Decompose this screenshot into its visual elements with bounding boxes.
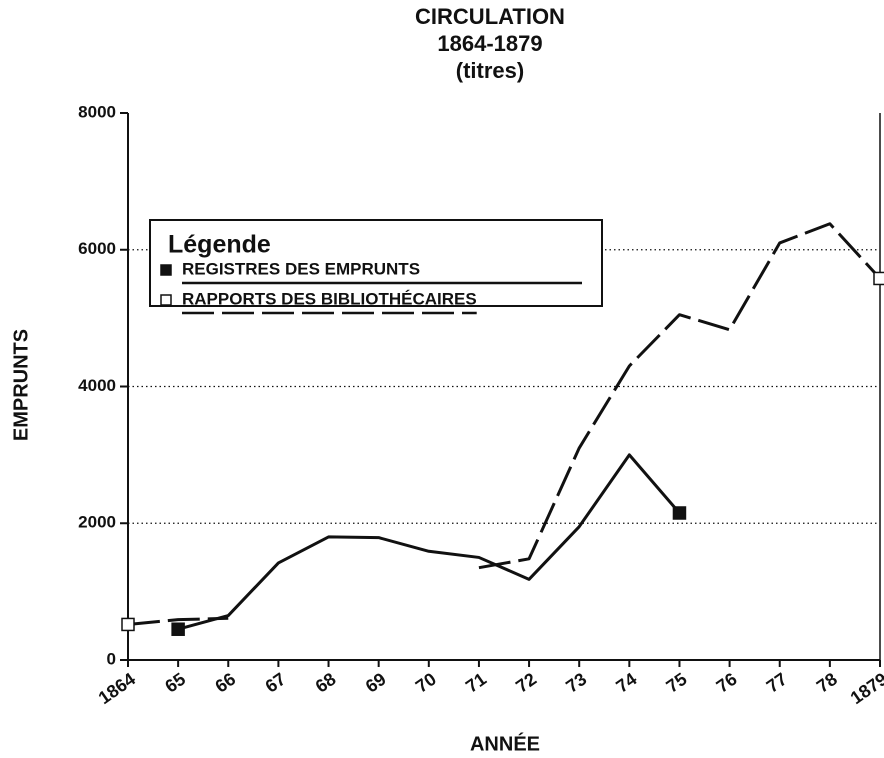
legend-marker [160,264,172,276]
legend-label: REGISTRES DES EMPRUNTS [182,259,420,278]
x-axis-label: ANNÉE [470,732,540,755]
x-tick-label: 78 [813,669,841,697]
chart-title: (titres) [456,58,524,83]
x-tick-label: 70 [412,669,440,697]
x-tick-label: 73 [562,669,590,697]
point-marker [121,617,135,632]
x-tick-label: 68 [312,669,340,697]
x-tick-label: 1864 [95,669,139,708]
point-marker [672,506,687,520]
x-tick-label: 67 [262,669,290,697]
y-axis-label: EMPRUNTS [10,329,32,441]
series-line [177,453,681,631]
y-tick-label: 6000 [78,239,116,258]
x-tick-label: 65 [161,669,189,697]
x-tick-label: 74 [612,669,640,697]
y-tick-label: 2000 [78,513,116,532]
x-tick-label: 69 [362,669,390,697]
legend-title: Légende [168,231,271,259]
legend-box [149,219,603,307]
x-tick-label: 1879 [847,669,884,708]
chart-title: 1864-1879 [437,31,542,56]
y-tick-label: 0 [107,649,116,668]
x-tick-label: 75 [663,669,691,697]
point-marker [873,271,884,286]
chart-title: CIRCULATION [415,4,565,29]
x-tick-label: 66 [211,669,239,697]
legend-label: RAPPORTS DES BIBLIOTHÉCAIRES [182,289,477,308]
x-tick-label: 77 [763,669,791,697]
legend-marker [160,294,172,306]
x-tick-label: 72 [512,669,540,697]
x-tick-label: 71 [462,669,490,697]
y-tick-label: 8000 [78,102,116,121]
series-line [127,222,882,626]
x-tick-label: 76 [713,669,741,697]
y-tick-label: 4000 [78,376,116,395]
point-marker [171,622,185,636]
